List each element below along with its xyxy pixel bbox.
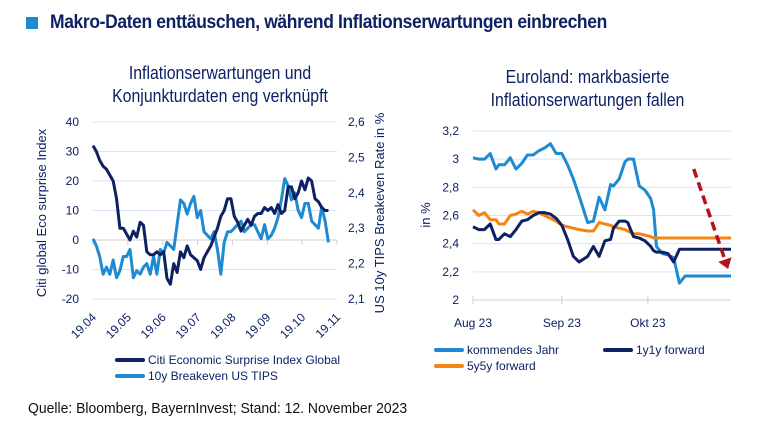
left-y2tick-label: 2,5 — [348, 150, 365, 164]
series-line-1y1y — [472, 211, 731, 264]
legend-swatch-5y5y — [434, 364, 464, 368]
chart-left-title-line2: Konjunkturdaten eng verknüpft — [112, 86, 328, 106]
left-ytick-label: 0 — [72, 233, 79, 247]
chart-left-title: Inflationserwartungen und Konjunkturdate… — [79, 62, 361, 108]
series-line-kommendes-jahr — [472, 142, 731, 285]
right-xtick-label: Aug 23 — [454, 316, 492, 330]
chart-right-legend-col2: 1y1y forward — [603, 342, 705, 358]
series-line-5y5y — [471, 208, 731, 240]
left-y2tick-label: 2,6 — [348, 115, 365, 129]
chart-right-title-line2: Inflationserwartungen fallen — [490, 90, 685, 110]
left-xtick-label: 19.11 — [313, 310, 344, 341]
left-xtick-label: 19.09 — [242, 310, 273, 341]
left-xtick-label: 19.04 — [68, 310, 99, 341]
left-ytick-label: -10 — [62, 263, 80, 277]
page-title: Makro-Daten enttäuschen, während Inflati… — [50, 12, 607, 33]
left-y2axis-title: US 10y TIPS Breakeven Rate in % — [372, 112, 387, 313]
right-ytick-label: 2,8 — [442, 180, 459, 194]
chart-right-title-line1: Euroland: markbasierte — [505, 67, 670, 87]
right-ytick-label: 3,2 — [442, 124, 459, 138]
left-xtick-label: 19.10 — [277, 310, 308, 341]
chart-right-title: Euroland: markbasierte Inflationserwartu… — [431, 66, 743, 112]
header: Makro-Daten enttäuschen, während Inflati… — [26, 12, 655, 34]
source-footnote: Quelle: Bloomberg, BayernInvest; Stand: … — [28, 400, 408, 417]
right-xtick-label: Sep 23 — [543, 316, 581, 330]
legend-swatch-1y1y — [603, 348, 633, 352]
legend-item-5y5y: 5y5y forward — [434, 358, 559, 374]
right-yaxis-title: in % — [418, 202, 433, 228]
left-ytick-label: 10 — [66, 204, 80, 218]
legend-swatch-kommendes-jahr — [434, 348, 464, 352]
legend-item-citi: Citi Economic Surprise Index Global — [115, 352, 340, 368]
series-line-citi — [91, 144, 329, 286]
chart-left-legend: Citi Economic Surprise Index Global 10y … — [115, 352, 340, 384]
left-xtick-label: 19.07 — [173, 310, 204, 341]
left-y2tick-label: 2,4 — [348, 186, 365, 200]
legend-item-1y1y: 1y1y forward — [603, 342, 705, 358]
left-y2tick-label: 2,2 — [348, 257, 365, 271]
trend-arrow-shaft — [692, 168, 727, 261]
left-xtick-label: 19.05 — [103, 310, 134, 341]
legend-swatch-breakeven — [115, 374, 145, 378]
right-ytick-label: 2 — [452, 293, 459, 307]
legend-label-5y5y: 5y5y forward — [467, 359, 536, 373]
right-ytick-label: 2,4 — [442, 237, 459, 251]
chart-right-legend-col1: kommendes Jahr 5y5y forward — [434, 342, 559, 374]
legend-label-breakeven: 10y Breakeven US TIPS — [148, 369, 278, 383]
series-line-breakeven — [91, 177, 330, 280]
left-ytick-label: -20 — [62, 292, 80, 306]
legend-swatch-citi — [115, 358, 145, 362]
legend-label-kommendes-jahr: kommendes Jahr — [467, 343, 560, 357]
legend-item-breakeven: 10y Breakeven US TIPS — [115, 368, 340, 384]
left-ytick-label: 40 — [66, 115, 80, 129]
right-ytick-label: 2,2 — [442, 265, 459, 279]
left-ytick-label: 20 — [66, 174, 80, 188]
left-y2tick-label: 2,3 — [348, 221, 365, 235]
title-bullet-icon — [26, 17, 38, 29]
left-yaxis-title: Citi global Eco surprise Index — [34, 128, 49, 297]
right-ytick-label: 3 — [452, 152, 459, 166]
legend-item-kommendes-jahr: kommendes Jahr — [434, 342, 559, 358]
left-xtick-label: 19.08 — [207, 310, 238, 341]
right-xtick-label: Okt 23 — [630, 316, 666, 330]
left-y2tick-label: 2,1 — [348, 292, 365, 306]
left-xtick-label: 19.06 — [138, 310, 169, 341]
trend-arrow-head-icon — [718, 257, 732, 270]
legend-label-citi: Citi Economic Surprise Index Global — [148, 353, 341, 367]
left-ytick-label: 30 — [66, 145, 80, 159]
right-ytick-label: 2,6 — [442, 209, 459, 223]
legend-label-1y1y: 1y1y forward — [636, 343, 705, 357]
chart-left-title-line1: Inflationserwartungen und — [128, 63, 312, 83]
